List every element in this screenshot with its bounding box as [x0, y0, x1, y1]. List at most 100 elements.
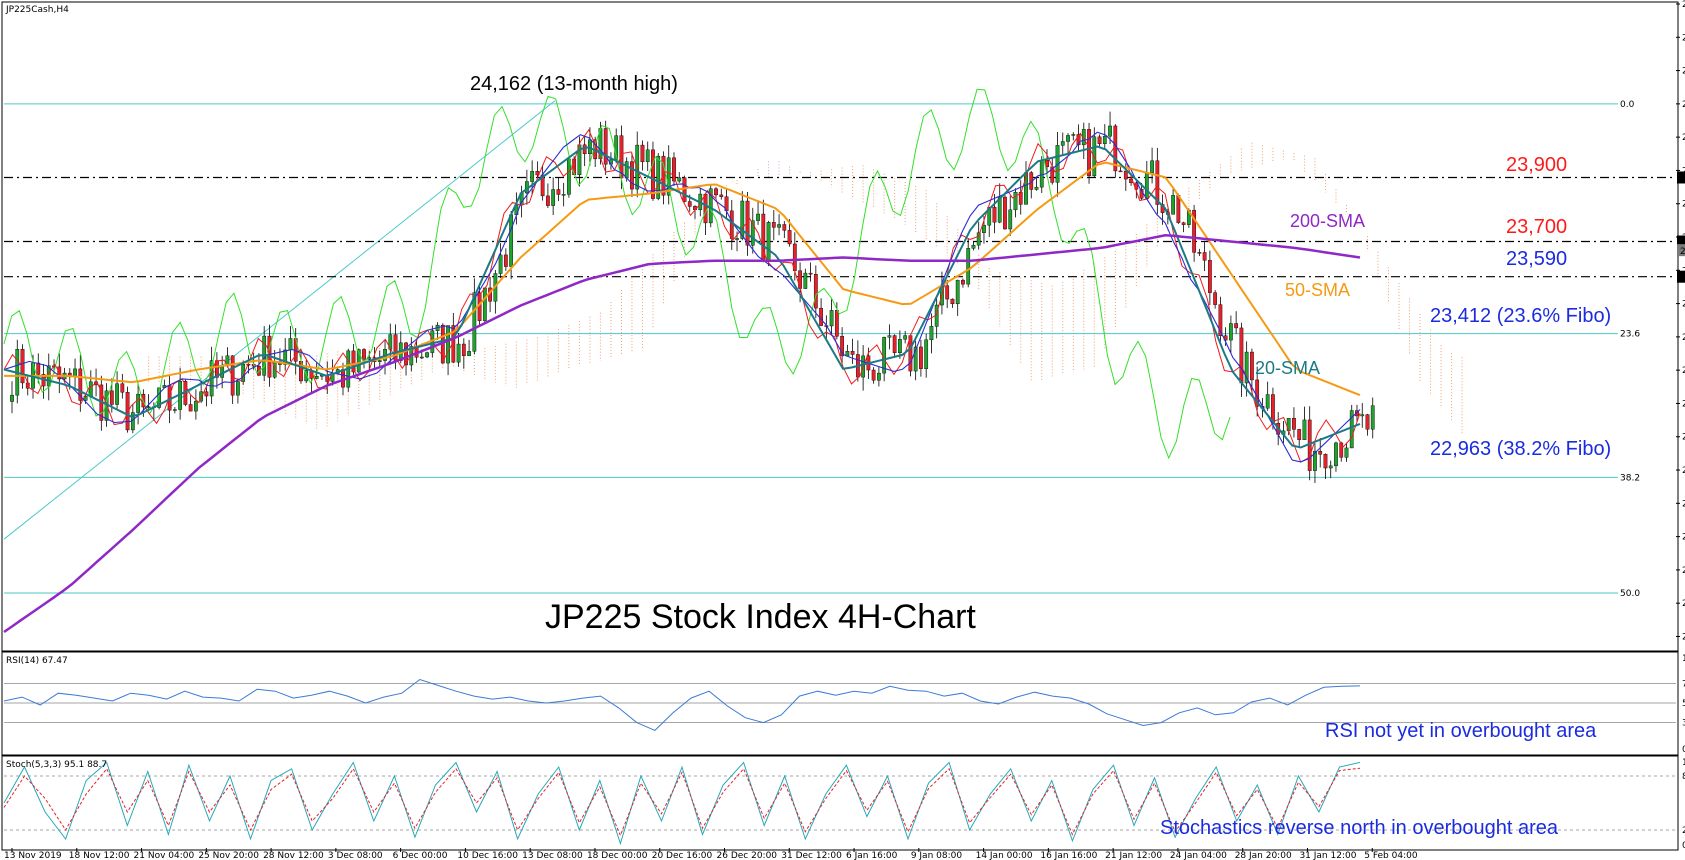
candle-up — [1171, 195, 1175, 215]
candle-down — [651, 149, 655, 199]
candle-down — [819, 307, 823, 326]
candle-up — [456, 343, 461, 363]
candle-down — [503, 254, 508, 267]
candle-down — [1076, 134, 1081, 146]
rsi-title: RSI(14) 67.47 — [6, 656, 68, 666]
main-title: JP225 Stock Index 4H-Chart — [545, 598, 976, 636]
candle-down — [729, 210, 734, 239]
x-tick-label: 24 Jan 04:00 — [1170, 851, 1227, 860]
candle-up — [467, 351, 471, 356]
candle-up — [1034, 186, 1039, 190]
candle-down — [78, 368, 83, 401]
candle-down — [1323, 454, 1328, 469]
candle-up — [288, 338, 293, 351]
candle-down — [188, 404, 193, 412]
candle-up — [567, 158, 571, 195]
candle-down — [961, 279, 965, 285]
x-tick-label: 26 Dec 20:00 — [717, 851, 778, 860]
candle-up — [756, 213, 760, 221]
candle-down — [787, 230, 792, 245]
y-tick-label: 24026 — [1682, 133, 1685, 143]
candle-up — [1286, 418, 1291, 432]
candle-down — [1365, 414, 1370, 430]
candle-down — [892, 335, 897, 354]
candle-down — [992, 206, 997, 223]
candle-down — [850, 350, 855, 355]
candle-up — [877, 372, 881, 381]
candle-up — [829, 310, 834, 327]
y-tick-label: 24338 — [1682, 33, 1685, 43]
sma20-label: 20-SMA — [1255, 358, 1320, 378]
candle-up — [1150, 160, 1154, 174]
candle-up — [1066, 135, 1070, 142]
candle-down — [362, 349, 366, 360]
high-annotation: 24,162 (13-month high) — [470, 73, 678, 95]
level-tag-label: 23590 — [1680, 274, 1685, 284]
candle-up — [750, 220, 755, 246]
candle-up — [766, 222, 771, 262]
y-tick-label: 24130 — [1682, 100, 1685, 110]
level-tag — [1677, 270, 1685, 283]
candle-up — [987, 206, 992, 226]
stoch-panel — [1, 755, 1679, 851]
main-panel — [1, 1, 1679, 652]
candle-up — [898, 339, 902, 354]
price-tag-label: 23673 — [1680, 247, 1685, 257]
y-tick-label: 23922 — [1682, 166, 1685, 176]
candle-down — [125, 392, 130, 431]
y-tick-label: 22674 — [1682, 566, 1685, 576]
candle-up — [1008, 209, 1013, 230]
fibo-236-label: 23,412 (23.6% Fibo) — [1430, 305, 1611, 327]
candle-down — [1339, 442, 1344, 458]
symbol-label: JP225Cash,H4 — [5, 5, 69, 15]
y-tick-label: 23610 — [1682, 266, 1685, 276]
rsi-y-tick-label: 30.00 — [1682, 719, 1685, 729]
candle-up — [913, 346, 918, 372]
candle-up — [1349, 410, 1354, 449]
x-tick-label: 21 Jan 12:00 — [1105, 851, 1162, 860]
candle-up — [656, 155, 661, 199]
stoch-note: Stochastics reverse north in overbought … — [1160, 817, 1559, 839]
x-tick-label: 16 Jan 16:00 — [1040, 851, 1097, 860]
candle-up — [929, 326, 934, 341]
y-tick-label: 22778 — [1682, 533, 1685, 543]
x-tick-label: 3 Dec 08:00 — [328, 851, 383, 860]
fibo-anchor-line — [3, 100, 556, 540]
rsi-line — [3, 678, 1361, 731]
fibo-382-label: 22,963 (38.2% Fibo) — [1430, 438, 1611, 460]
chikou-line — [3, 88, 1231, 460]
candle-down — [813, 274, 818, 309]
candle-down — [1213, 292, 1218, 305]
candle-down — [1250, 351, 1254, 381]
y-tick-label: 22986 — [1682, 466, 1685, 476]
stoch-y-tick-label: 80.0 — [1682, 772, 1685, 782]
stoch-y-tick-label: 100.0 — [1682, 758, 1685, 768]
candle-up — [1039, 160, 1044, 188]
x-tick-label: 31 Jan 12:00 — [1299, 851, 1356, 860]
candle-down — [1003, 196, 1007, 230]
fibo-level-label: 38.2 — [1620, 473, 1640, 483]
candle-up — [997, 196, 1002, 223]
candle-up — [777, 224, 781, 228]
candle-down — [351, 350, 356, 373]
candle-down — [1118, 170, 1123, 173]
candle-down — [1192, 209, 1196, 253]
candle-up — [136, 393, 140, 413]
candle-down — [546, 195, 550, 206]
y-tick-label: 24442 — [1682, 0, 1685, 10]
x-tick-label: 31 Dec 12:00 — [781, 851, 842, 860]
candle-down — [404, 342, 408, 366]
y-tick-label: 22466 — [1682, 632, 1685, 642]
y-tick-label: 22570 — [1682, 599, 1685, 609]
candle-down — [1045, 160, 1049, 168]
candle-down — [687, 201, 692, 207]
candle-up — [1071, 134, 1076, 136]
x-tick-label: 28 Jan 20:00 — [1235, 851, 1292, 860]
candle-down — [714, 188, 718, 196]
level-tag-label: 23900 — [1680, 174, 1685, 184]
fibo-level-label: 50.0 — [1620, 589, 1640, 599]
stoch-main-line — [3, 761, 1361, 846]
candle-up — [966, 248, 971, 285]
candle-down — [950, 298, 955, 305]
candle-up — [645, 149, 650, 163]
